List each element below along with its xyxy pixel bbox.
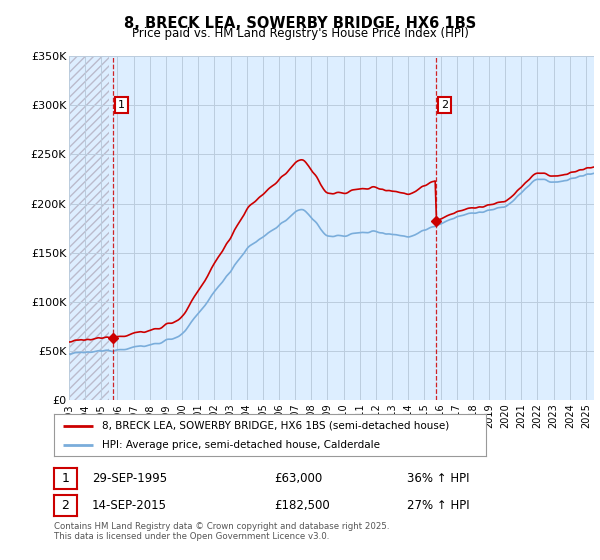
Text: 14-SEP-2015: 14-SEP-2015 [92,499,167,512]
Text: 27% ↑ HPI: 27% ↑ HPI [407,499,469,512]
Text: £63,000: £63,000 [274,472,322,485]
Text: 1: 1 [118,100,125,110]
Text: 8, BRECK LEA, SOWERBY BRIDGE, HX6 1BS (semi-detached house): 8, BRECK LEA, SOWERBY BRIDGE, HX6 1BS (s… [101,421,449,431]
Text: 1: 1 [61,472,70,485]
Bar [69,56,109,400]
Text: Price paid vs. HM Land Registry's House Price Index (HPI): Price paid vs. HM Land Registry's House … [131,27,469,40]
Text: 36% ↑ HPI: 36% ↑ HPI [407,472,469,485]
Text: Contains HM Land Registry data © Crown copyright and database right 2025.
This d: Contains HM Land Registry data © Crown c… [54,522,389,542]
Text: 2: 2 [61,499,70,512]
Text: 8, BRECK LEA, SOWERBY BRIDGE, HX6 1BS: 8, BRECK LEA, SOWERBY BRIDGE, HX6 1BS [124,16,476,31]
Text: 2: 2 [440,100,448,110]
Text: HPI: Average price, semi-detached house, Calderdale: HPI: Average price, semi-detached house,… [101,440,380,450]
Text: 29-SEP-1995: 29-SEP-1995 [92,472,167,485]
Text: £182,500: £182,500 [274,499,330,512]
